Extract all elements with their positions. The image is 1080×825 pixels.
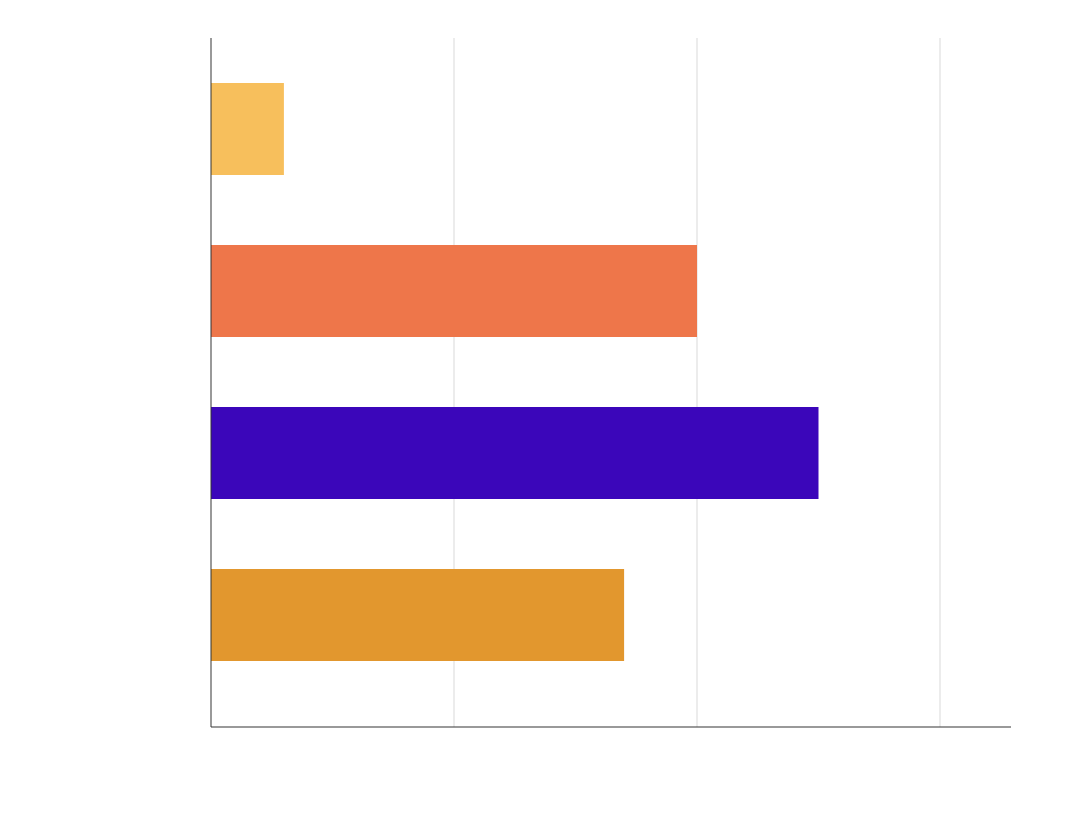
bar-4 (211, 569, 625, 661)
bar-2 (211, 245, 697, 337)
bars (211, 83, 819, 661)
bar-1 (211, 83, 284, 175)
bar-3 (211, 407, 819, 499)
